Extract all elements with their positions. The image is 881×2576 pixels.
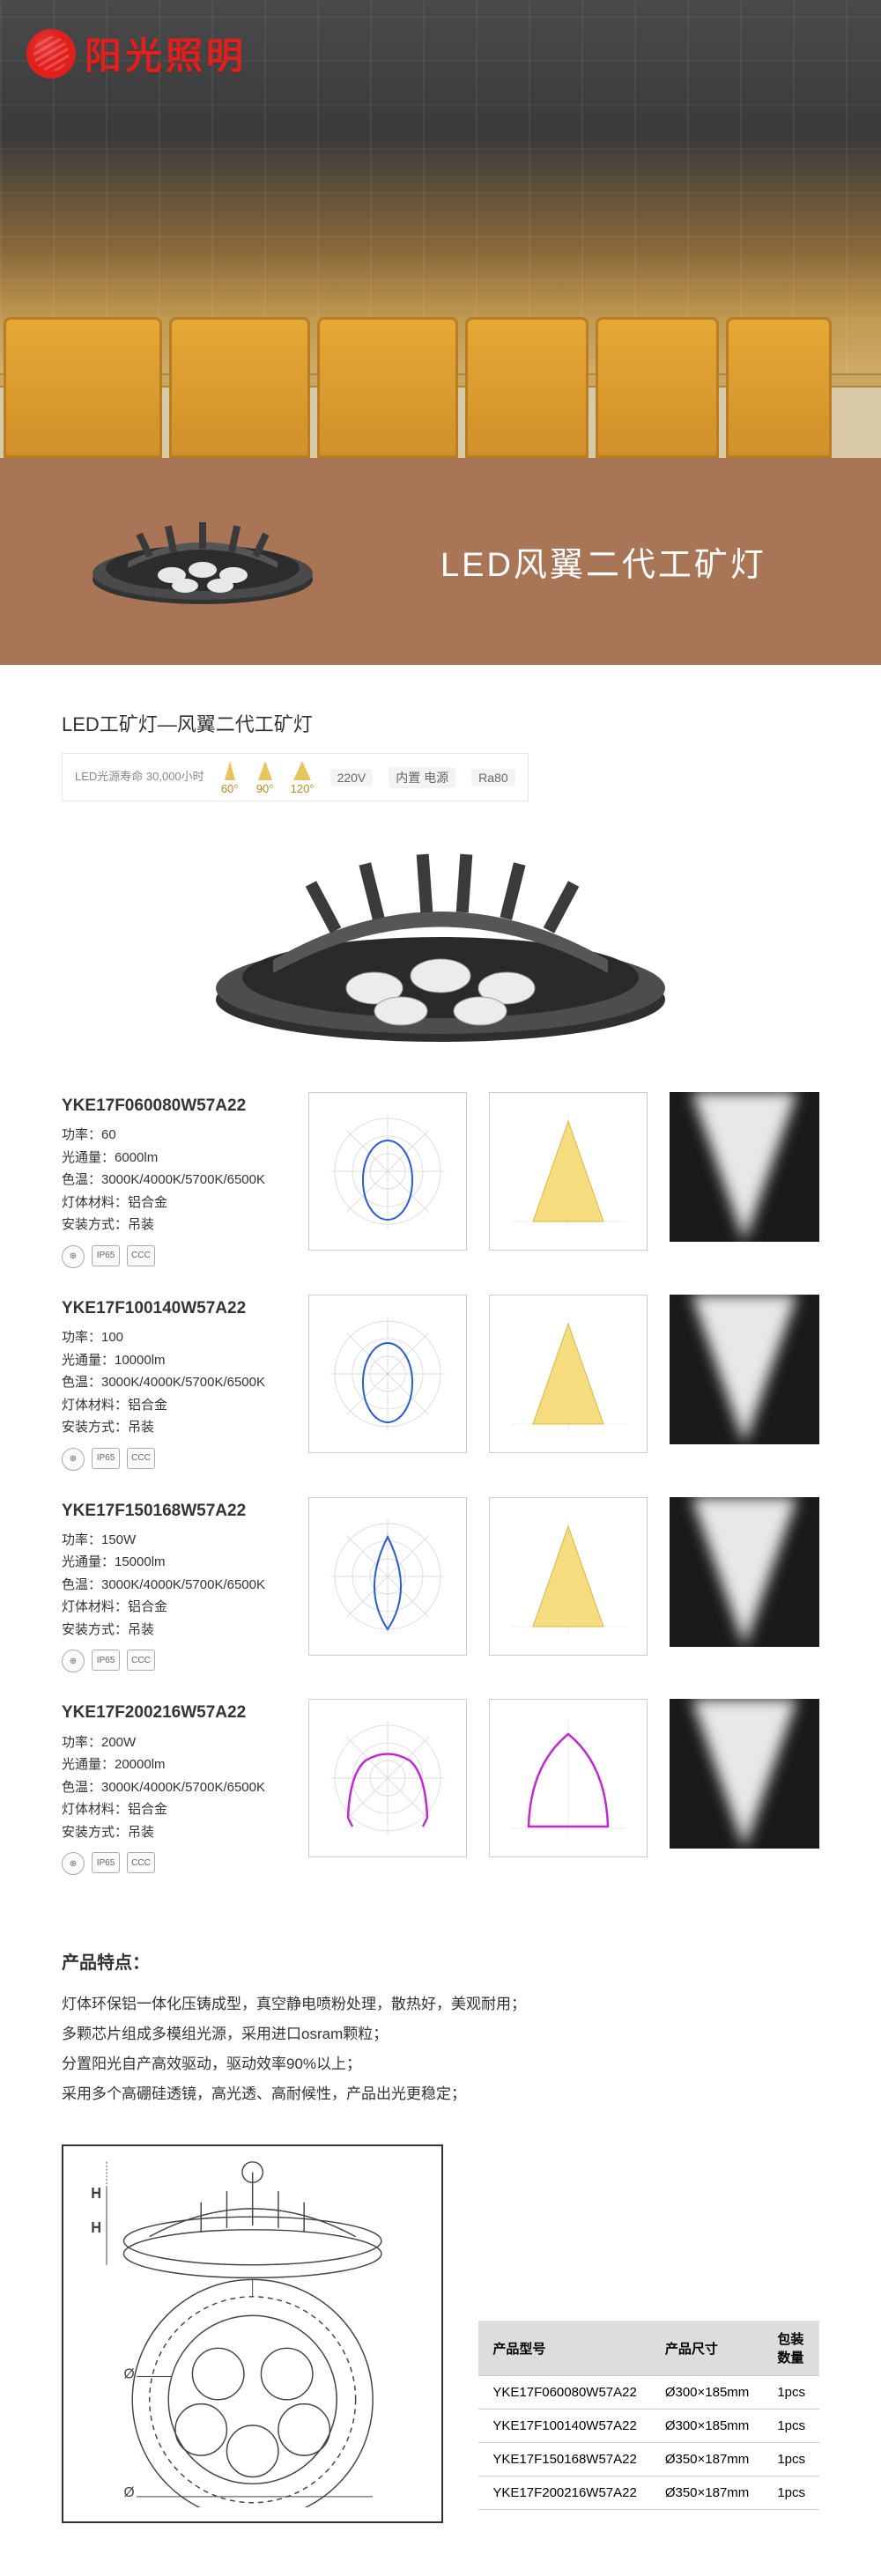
cert-row: ⊕ IP65 CCC [62,1852,286,1875]
cert-icon: IP65 [92,1448,120,1469]
logo-mark-icon [26,29,76,78]
spec-mount: 安装方式：吊装 [62,1214,286,1236]
features: 产品特点： 灯体环保铝一体化压铸成型，真空静电喷粉处理，散热好，美观耐用；多颗芯… [0,1928,881,2144]
cert-row: ⊕ IP65 CCC [62,1448,286,1471]
section-title: LED工矿灯—风翼二代工矿灯 [62,709,819,737]
spec-cct: 色温：3000K/4000K/5700K/6500K [62,1574,286,1597]
spec-cct: 色温：3000K/4000K/5700K/6500K [62,1169,286,1192]
beam-angle-120: 120° [291,759,315,795]
product-large-image [194,828,687,1057]
cert-row: ⊕ IP65 CCC [62,1245,286,1268]
spec-column: YKE17F150168W57A22 功率：150W 光通量：15000lm 色… [62,1497,286,1673]
cert-row: ⊕ IP65 CCC [62,1650,286,1672]
spec-column: YKE17F200216W57A22 功率：200W 光通量：20000lm 色… [62,1699,286,1875]
cert-icon: CCC [127,1245,155,1266]
hero-image: 阳光照明 [0,0,881,458]
cone-chart [489,1497,648,1656]
spec-power: 功率：200W [62,1731,286,1754]
table-row: YKE17F060080W57A22Ø300×185mm1pcs [478,2376,819,2410]
feature-line: 灯体环保铝一体化压铸成型，真空静电喷粉处理，散热好，美观耐用； [62,1989,819,2019]
table-row: YKE17F150168W57A22Ø350×187mm1pcs [478,2443,819,2476]
factory-machinery [0,264,881,458]
features-heading: 产品特点： [62,1945,819,1981]
cone-chart [489,1699,648,1857]
logo-text: 阳光照明 [85,26,247,80]
packaging-table: 产品型号 产品尺寸 包装数量 YKE17F060080W57A22Ø300×18… [478,2321,819,2510]
spec-power: 功率：150W [62,1529,286,1552]
spec-mount: 安装方式：吊装 [62,1619,286,1642]
spec-life: LED光源寿命 30,000小时 [75,771,204,783]
cone-chart [489,1295,648,1453]
cert-icon: ⊕ [62,1650,85,1672]
model-row: YKE17F060080W57A22 功率：60 光通量：6000lm 色温：3… [62,1092,819,1268]
svg-text:Ø: Ø [123,2485,134,2500]
spec-flux: 光通量：10000lm [62,1349,286,1372]
feature-line: 分置阳光自产高效驱动，驱动效率90%以上； [62,2049,819,2079]
beam-render [670,1092,819,1242]
brand-logo: 阳光照明 [26,26,247,80]
cert-icon: CCC [127,1650,155,1671]
spec-section: LED工矿灯—风翼二代工矿灯 LED光源寿命 30,000小时 60° 90° … [0,665,881,1928]
spec-bar: LED光源寿命 30,000小时 60° 90° 120° 220V 内置 电源… [62,753,529,801]
polar-chart [308,1092,467,1251]
cert-icon: IP65 [92,1852,120,1873]
spec-cct: 色温：3000K/4000K/5700K/6500K [62,1371,286,1394]
svg-text:H: H [91,2221,100,2236]
cert-icon: IP65 [92,1650,120,1671]
beam-angle-60: 60° [220,759,240,795]
spec-column: YKE17F060080W57A22 功率：60 光通量：6000lm 色温：3… [62,1092,286,1268]
spec-material: 灯体材料：铝合金 [62,1798,286,1821]
spec-flux: 光通量：6000lm [62,1147,286,1170]
polar-chart [308,1699,467,1857]
cone-chart [489,1092,648,1251]
polar-chart [308,1295,467,1453]
spec-flux: 光通量：20000lm [62,1753,286,1776]
spec-material: 灯体材料：铝合金 [62,1192,286,1214]
model-row: YKE17F150168W57A22 功率：150W 光通量：15000lm 色… [62,1497,819,1673]
spec-voltage: 220V [330,769,374,786]
feature-line: 采用多个高硼硅透镜，高光透、高耐候性，产品出光更稳定； [62,2079,819,2109]
polar-chart [308,1497,467,1656]
beam-render [670,1699,819,1849]
lamp-thumb-icon [79,513,326,610]
title-band: LED风翼二代工矿灯 [0,458,881,665]
spec-cct: 色温：3000K/4000K/5700K/6500K [62,1776,286,1799]
beam-angle-90: 90° [255,759,275,795]
cert-icon: CCC [127,1448,155,1469]
spec-material: 灯体材料：铝合金 [62,1394,286,1417]
svg-text:Ø: Ø [123,2367,134,2382]
model-row: YKE17F200216W57A22 功率：200W 光通量：20000lm 色… [62,1699,819,1875]
table-header-row: 产品型号 产品尺寸 包装数量 [478,2321,819,2376]
spec-psu: 内置 电源 [389,767,455,788]
model-row: YKE17F100140W57A22 功率：100 光通量：10000lm 色温… [62,1295,819,1471]
spec-cri: Ra80 [471,769,515,786]
model-code: YKE17F060080W57A22 [62,1092,286,1120]
table-row: YKE17F200216W57A22Ø350×187mm1pcs [478,2476,819,2510]
beam-render [670,1497,819,1647]
model-code: YKE17F100140W57A22 [62,1295,286,1323]
cert-icon: ⊕ [62,1448,85,1471]
table-row: YKE17F100140W57A22Ø300×185mm1pcs [478,2410,819,2443]
model-code: YKE17F200216W57A22 [62,1699,286,1727]
dimension-drawing: H H Ø Ø [62,2144,443,2523]
model-code: YKE17F150168W57A22 [62,1497,286,1525]
spec-power: 功率：100 [62,1326,286,1349]
cert-icon: ⊕ [62,1245,85,1268]
cert-icon: IP65 [92,1245,120,1266]
feature-line: 多颗芯片组成多模组光源，采用进口osram颗粒； [62,2019,819,2049]
spec-power: 功率：60 [62,1124,286,1147]
spec-mount: 安装方式：吊装 [62,1416,286,1439]
spec-material: 灯体材料：铝合金 [62,1596,286,1619]
cert-icon: CCC [127,1852,155,1873]
bottom-section: H H Ø Ø [0,2144,881,2576]
spec-mount: 安装方式：吊装 [62,1821,286,1844]
band-title: LED风翼二代工矿灯 [440,537,766,586]
spec-column: YKE17F100140W57A22 功率：100 光通量：10000lm 色温… [62,1295,286,1471]
svg-text:H: H [91,2187,100,2202]
spec-flux: 光通量：15000lm [62,1551,286,1574]
beam-render [670,1295,819,1444]
cert-icon: ⊕ [62,1852,85,1875]
